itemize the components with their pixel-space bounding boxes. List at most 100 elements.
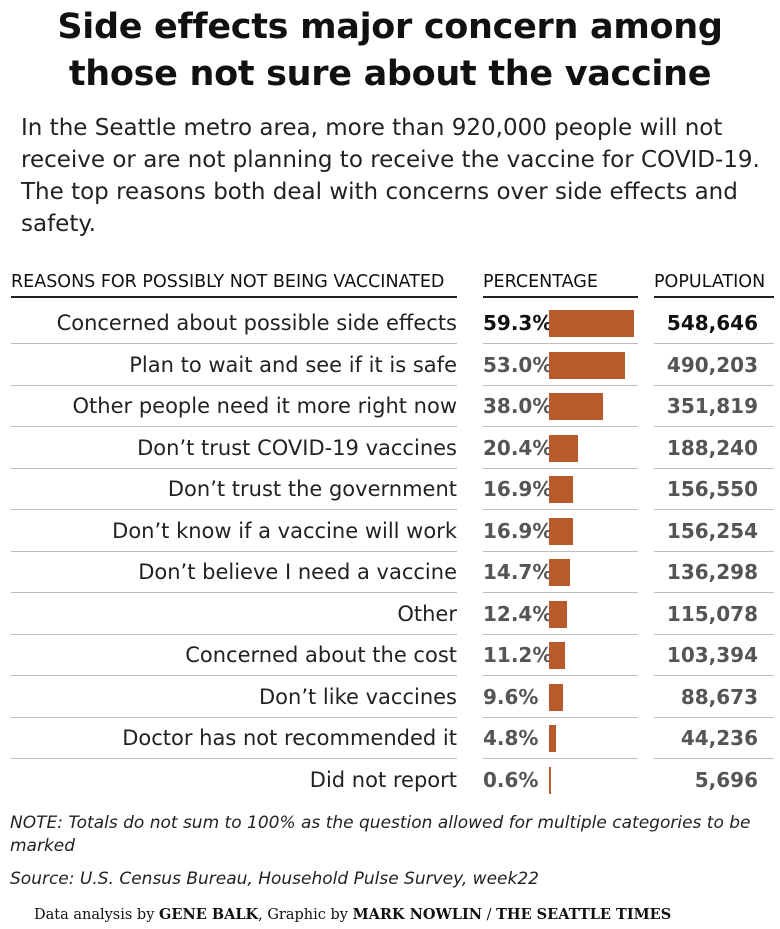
reason-label: Don’t trust the government [167, 477, 457, 501]
reason-label: Concerned about possible side effects [56, 311, 457, 335]
reason-label: Don’t like vaccines [259, 684, 457, 709]
percentage-bar [549, 434, 579, 462]
population-value: 136,298 [666, 560, 758, 584]
header-rule-population [654, 296, 774, 298]
row-divider [11, 509, 457, 510]
credit-separator: / [481, 907, 497, 923]
row-divider [654, 716, 774, 718]
header-population: POPULATION [654, 272, 766, 292]
title-line-2: those not sure about the vaccine [68, 54, 712, 94]
credit-outlet: THE SEATTLE TIMES [496, 906, 672, 923]
percentage-label: 53.0% [483, 352, 553, 377]
percentage-label: 59.3% [483, 311, 553, 335]
chart-subtitle: In the Seattle metro area, more than 920… [21, 115, 760, 237]
row-divider [11, 633, 457, 635]
population-value: 156,254 [666, 518, 758, 543]
reason-label: Doctor has not recommended it [122, 726, 457, 750]
population-value: 548,646 [666, 311, 758, 335]
row-divider [11, 426, 457, 427]
chart-note: NOTE: Totals do not sum to 100% as the q… [10, 813, 751, 856]
table-row: Don’t like vaccines 9.6% 88,673 [0, 676, 780, 718]
chart-title: Side effects major concern among those n… [0, 4, 780, 98]
row-divider [483, 384, 638, 386]
chart-source: Source: U.S. Census Bureau, Household Pu… [10, 869, 539, 889]
row-divider [654, 343, 774, 344]
percentage-label: 12.4% [483, 601, 553, 626]
row-divider [654, 592, 774, 593]
table-row: Concerned about possible side effects 59.… [0, 302, 780, 344]
percentage-label: 38.0% [483, 394, 553, 418]
percentage-label: 20.4% [483, 435, 553, 460]
row-divider [654, 384, 774, 386]
reason-label: Other [397, 601, 457, 626]
row-divider [483, 675, 638, 676]
percentage-bar [549, 310, 634, 337]
population-value: 351,819 [666, 394, 758, 418]
percentage-bar [549, 683, 563, 711]
row-divider [483, 716, 638, 718]
row-divider [483, 592, 638, 593]
reason-label: Did not report [309, 767, 457, 792]
row-divider [11, 675, 457, 676]
reason-label: Concerned about the cost [185, 643, 457, 667]
header-percentage: PERCENTAGE [483, 272, 598, 292]
row-divider [654, 509, 774, 510]
reason-label: Other people need it more right now [72, 394, 457, 418]
population-value: 188,240 [666, 435, 758, 460]
percentage-bar [549, 517, 574, 545]
percentage-bar [549, 351, 625, 379]
row-divider [483, 467, 638, 469]
population-value: 5,696 [694, 767, 758, 792]
row-divider [483, 426, 638, 427]
population-value: 490,203 [666, 352, 758, 377]
percentage-label: 14.7% [483, 560, 553, 584]
population-value: 44,236 [680, 726, 758, 750]
table-row: Don’t believe I need a vaccine 14.7% 136,2… [0, 551, 780, 593]
credit-analyst: GENE BALK [159, 906, 259, 923]
title-line-1: Side effects major concern among [57, 7, 723, 47]
row-divider [11, 758, 457, 759]
row-divider [654, 467, 774, 469]
credit-prefix: Data analysis by [34, 907, 160, 923]
percentage-label: 9.6% [483, 684, 539, 709]
reason-label: Plan to wait and see if it is safe [129, 352, 457, 377]
row-divider [654, 675, 774, 676]
table-row: Concerned about the cost 11.2% 103,394 [0, 634, 780, 676]
table-row: Other 12.4% 115,078 [0, 593, 780, 635]
population-value: 103,394 [666, 643, 758, 667]
table-row: Don’t trust the government 16.9% 156,550 [0, 468, 780, 510]
population-value: 156,550 [666, 477, 758, 501]
credit-middle: , Graphic by [258, 907, 353, 923]
row-divider [483, 633, 638, 635]
percentage-label: 16.9% [483, 477, 553, 501]
row-divider [483, 758, 638, 759]
row-divider [11, 384, 457, 386]
percentage-label: 16.9% [483, 518, 553, 543]
row-divider [654, 426, 774, 427]
table-row: Plan to wait and see if it is safe 53.0% 4… [0, 344, 780, 386]
percentage-label: 0.6% [483, 767, 539, 792]
row-divider [11, 550, 457, 552]
row-divider [654, 550, 774, 552]
row-divider [483, 343, 638, 344]
table-row: Doctor has not recommended it 4.8% 44,236 [0, 717, 780, 759]
table-row: Don’t know if a vaccine will work 16.9% 15… [0, 510, 780, 552]
percentage-bar [549, 642, 566, 669]
chart-credit: Data analysis by GENE BALK, Graphic by M… [34, 905, 671, 925]
percentage-bar [549, 725, 556, 752]
row-divider [654, 633, 774, 635]
percentage-bar [549, 476, 574, 503]
percentage-bar [549, 766, 551, 794]
header-reasons: REASONS FOR POSSIBLY NOT BEING VACCINATE… [11, 272, 445, 292]
row-divider [483, 509, 638, 510]
chart-rows: Concerned about possible side effects 59.… [0, 302, 780, 802]
row-divider [483, 550, 638, 552]
percentage-bar [549, 393, 604, 420]
percentage-bar [549, 600, 567, 628]
table-row: Don’t trust COVID-19 vaccines 20.4% 188,24… [0, 427, 780, 469]
percentage-label: 11.2% [483, 643, 553, 667]
population-value: 88,673 [680, 684, 758, 709]
row-divider [11, 716, 457, 718]
reason-label: Don’t trust COVID-19 vaccines [137, 435, 457, 460]
row-divider [11, 343, 457, 344]
